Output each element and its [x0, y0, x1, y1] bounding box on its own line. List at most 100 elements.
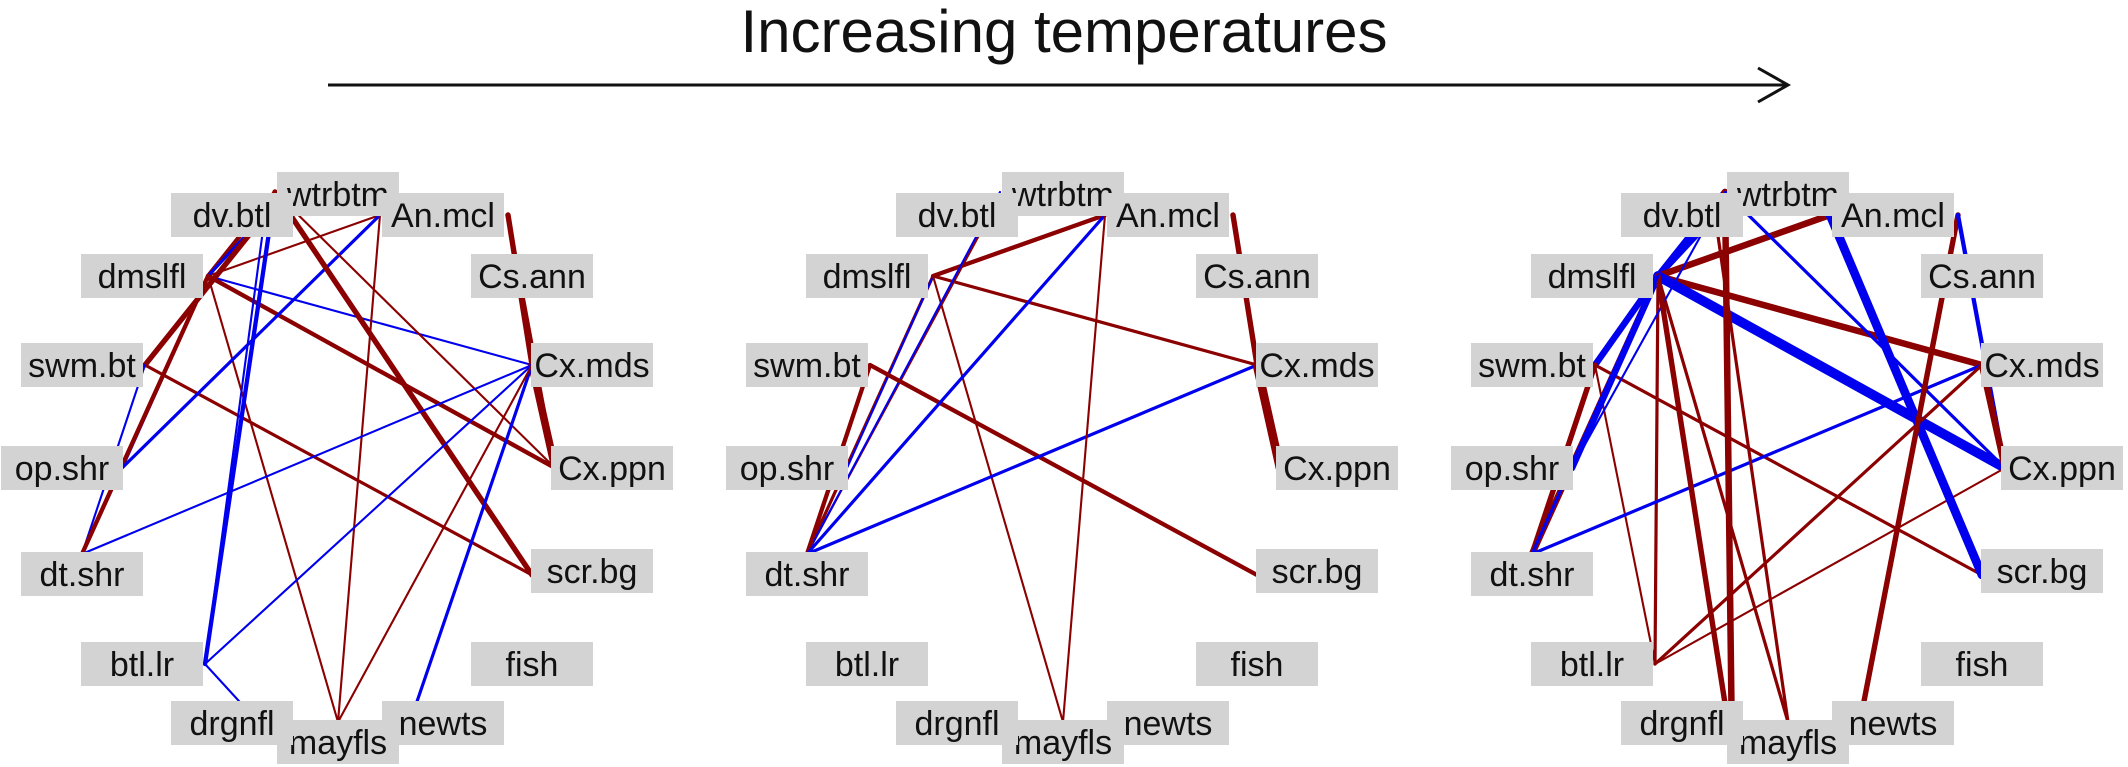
- node-drgnfl: drgnfl: [171, 701, 293, 745]
- edge-opshr-wtrbtm: [1570, 190, 1727, 470]
- node-label: An.mcl: [1116, 197, 1220, 235]
- node-label: mayfls: [1014, 724, 1112, 762]
- node-label: wtrbtm: [286, 176, 389, 214]
- edge-dmslfl-Cxppn: [205, 273, 558, 471]
- edge-dmslfl-Cxmds: [1654, 272, 1986, 369]
- edge-dmslfl-Anmcl: [1654, 211, 1834, 280]
- node-label: scr.bg: [1272, 553, 1363, 591]
- node-mayfls: mayfls: [1002, 720, 1124, 764]
- node-label: An.mcl: [391, 197, 495, 235]
- node-newts: newts: [1832, 701, 1954, 745]
- node-label: dv.btl: [1643, 197, 1722, 235]
- node-label: Cs.ann: [1928, 258, 2036, 296]
- node-label: op.shr: [1465, 450, 1560, 488]
- node-label-box: [471, 254, 593, 298]
- edge-dmslfl-Cxppn: [1653, 271, 2010, 473]
- node-label-box: [1531, 254, 1653, 298]
- edge-Csann-newts: [1857, 212, 1961, 725]
- edge-Cxmds-mayfls: [336, 363, 534, 724]
- edge-Cxmds-newts: [408, 363, 534, 724]
- node-Cx-ppn: Cx.ppn: [2001, 446, 2123, 490]
- node-btl-lr: btl.lr: [81, 642, 203, 686]
- node-label: newts: [1849, 705, 1938, 743]
- node-label-box: [1531, 642, 1653, 686]
- node-Cx-ppn: Cx.ppn: [551, 446, 673, 490]
- node-btl-lr: btl.lr: [1531, 642, 1653, 686]
- node-label-box: [1471, 552, 1593, 596]
- edge-dmslfl-mayfls: [1656, 274, 1790, 724]
- node-An-mcl: An.mcl: [382, 193, 504, 237]
- node-label: op.shr: [15, 450, 110, 488]
- edge-Anmcl-mayfls: [1061, 213, 1107, 724]
- edge-wtrbtm-scrbg: [272, 189, 535, 578]
- node-label-box: [81, 642, 203, 686]
- node-scr-bg: scr.bg: [1981, 549, 2103, 593]
- node-mayfls: mayfls: [277, 720, 399, 764]
- node-label: Cx.ppn: [2008, 450, 2116, 488]
- node-label-box: [1451, 446, 1573, 490]
- node-dt-shr: dt.shr: [746, 552, 868, 596]
- node-An-mcl: An.mcl: [1832, 193, 1954, 237]
- node-label-box: [1832, 701, 1954, 745]
- node-label-box: [171, 193, 293, 237]
- node-label-box: [1196, 642, 1318, 686]
- node-label: drgnfl: [189, 705, 274, 743]
- node-label-box: [1921, 254, 2043, 298]
- node-label-box: [471, 642, 593, 686]
- node-label-box: [81, 254, 203, 298]
- node-newts: newts: [382, 701, 504, 745]
- node-fish: fish: [1196, 642, 1318, 686]
- node-An-mcl: An.mcl: [1107, 193, 1229, 237]
- node-label: Cx.mds: [534, 347, 649, 385]
- node-label-box: [277, 172, 399, 216]
- node-label-box: [1727, 172, 1849, 216]
- edge-Cxmds-dtshr: [80, 363, 534, 556]
- node-label: An.mcl: [1841, 197, 1945, 235]
- edge-btllr-Cxmds: [1653, 363, 1984, 666]
- node-op-shr: op.shr: [726, 446, 848, 490]
- edge-swmbt-scrbg: [867, 362, 1260, 578]
- node-label-box: [746, 343, 868, 387]
- node-Cx-mds: Cx.mds: [531, 343, 653, 387]
- edge-Anmcl-scrbg: [1825, 210, 1987, 580]
- node-label: drgnfl: [1639, 705, 1724, 743]
- edge-wtrbtm-dtshr: [805, 190, 1002, 556]
- node-label: fish: [1231, 646, 1284, 684]
- node-label-box: [1002, 720, 1124, 764]
- temperature-arrow-head: [1757, 66, 1792, 104]
- node-label: dv.btl: [193, 197, 272, 235]
- edge-wtrbtm-Cxppn: [1723, 190, 2007, 470]
- edge-dmslfl-mayfls: [931, 274, 1065, 724]
- node-label: swm.bt: [1478, 347, 1586, 385]
- node-label: mayfls: [1739, 724, 1837, 762]
- node-label-box: [531, 343, 653, 387]
- node-label: wtrbtm: [1011, 176, 1114, 214]
- node-label-box: [806, 642, 928, 686]
- node-label: fish: [1956, 646, 2009, 684]
- node-label: Cx.ppn: [1283, 450, 1391, 488]
- node-label-box: [21, 552, 143, 596]
- node-label-box: [726, 446, 848, 490]
- node-label-box: [2001, 446, 2123, 490]
- edge-dtshr-Cxmds: [805, 363, 1259, 556]
- node-label-box: [551, 446, 673, 490]
- edge-dtshr-Cxmds: [1530, 363, 1984, 556]
- node-dv-btl: dv.btl: [1621, 193, 1743, 237]
- node-drgnfl: drgnfl: [1621, 701, 1743, 745]
- edge-drgnfl-dmslfl: [1655, 273, 1735, 751]
- node-label-box: [1107, 701, 1229, 745]
- node-Cs-ann: Cs.ann: [1921, 254, 2043, 298]
- figure-title: Increasing temperatures: [741, 0, 1388, 65]
- node-label-box: [21, 343, 143, 387]
- edge-dmslfl-Anmcl: [206, 213, 382, 278]
- node-scr-bg: scr.bg: [1256, 549, 1378, 593]
- edge-dmslfl-dtshr: [1530, 274, 1660, 556]
- edge-dmslfl-Cxmds: [931, 274, 1259, 367]
- node-swm-bt: swm.bt: [1471, 343, 1593, 387]
- node-label: dmslfl: [823, 258, 912, 296]
- node-dmslfl: dmslfl: [81, 254, 203, 298]
- edge-wtrbtm-drgnfl: [1721, 188, 1736, 752]
